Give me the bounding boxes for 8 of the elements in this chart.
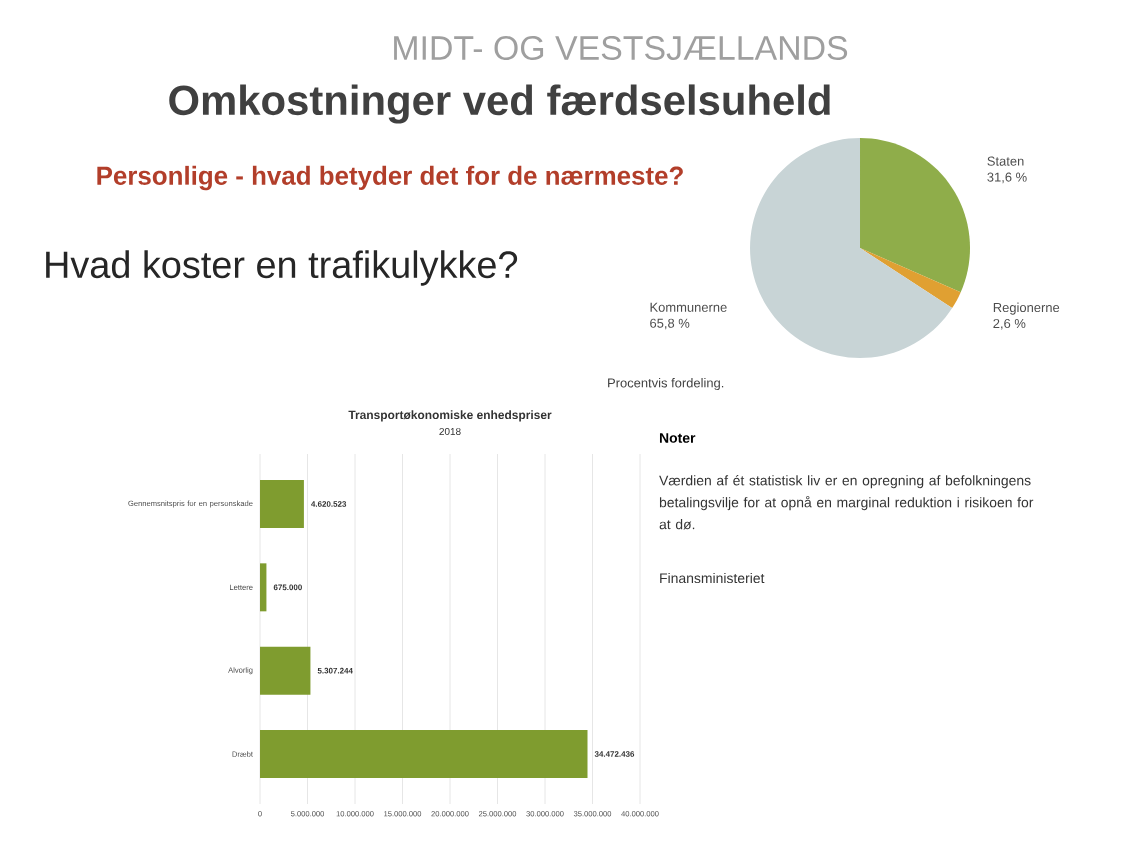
text: MIDT- OG VESTSJÆLLANDS — [394, 36, 848, 60]
text: Hvad koster en trafikulykke? — [46, 250, 518, 286]
text: Personlige - hvad betyder det for de nærmeste? — [97, 165, 683, 191]
text: Omkostninger ved færdselsuheld — [169, 84, 830, 124]
bar — [260, 480, 304, 528]
bar — [260, 730, 588, 779]
bar — [260, 563, 267, 612]
bar — [260, 646, 311, 695]
